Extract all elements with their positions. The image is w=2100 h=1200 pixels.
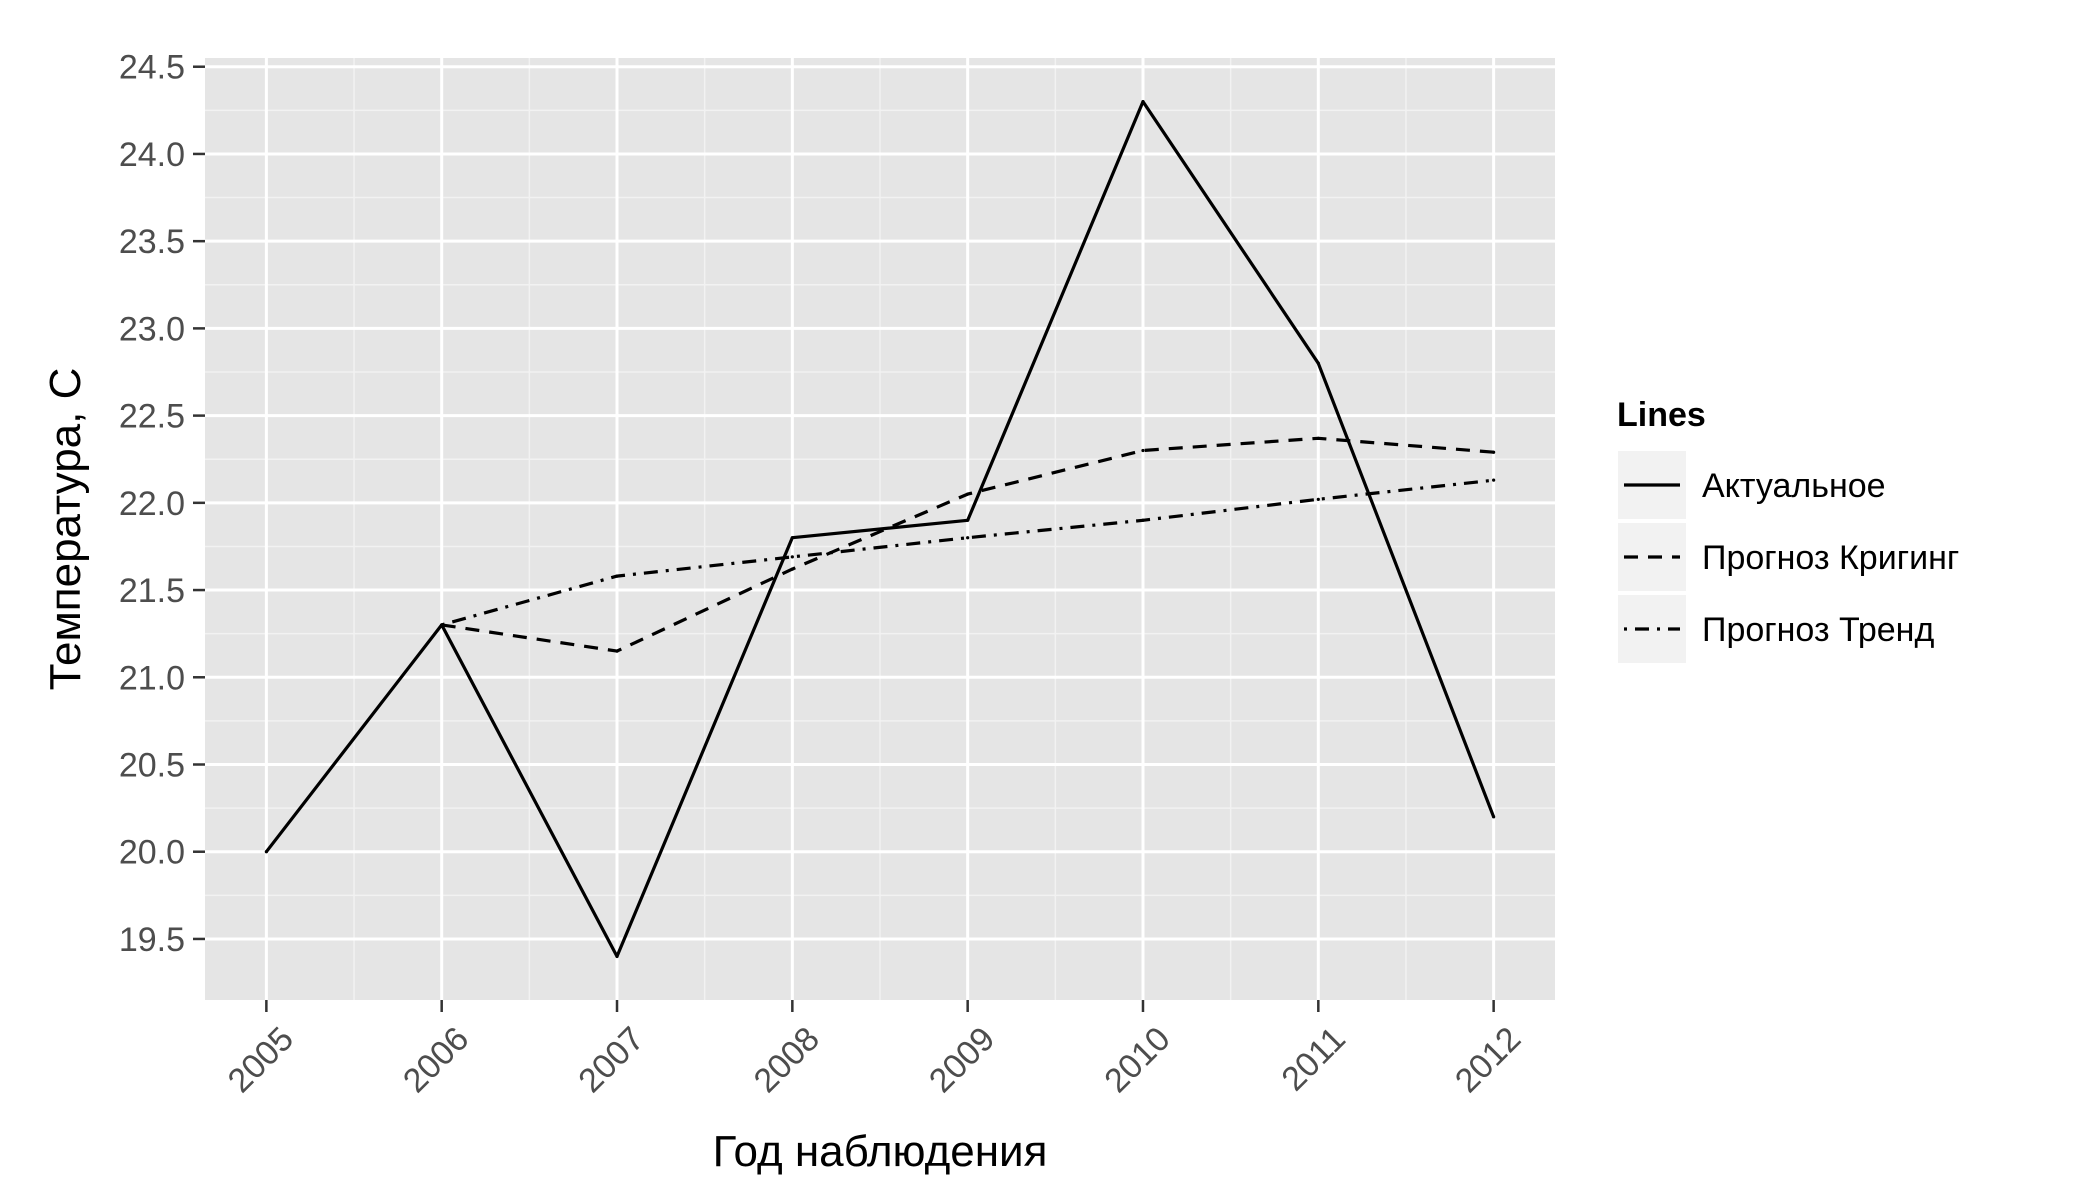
- legend-title: Lines: [1617, 396, 1706, 434]
- series-line-1: [265, 100, 1496, 958]
- y-tick-label: 22.0: [119, 485, 185, 523]
- minor-gridlines: [205, 58, 1555, 1000]
- y-tick-label: 21.0: [119, 659, 185, 697]
- legend-label-2: Прогноз Кригинг: [1702, 539, 1959, 577]
- series-2-point: [966, 492, 970, 496]
- y-tick-label: 20.5: [119, 747, 185, 785]
- series-2-point: [1141, 448, 1145, 453]
- series-1-point: [264, 850, 268, 854]
- series-2-point: [790, 567, 794, 571]
- y-tick-label: 24.0: [119, 136, 185, 174]
- x-tick-label: 2011: [1274, 1020, 1353, 1099]
- x-tick-label: 2006: [396, 1020, 476, 1100]
- x-tick-label: 2012: [1448, 1020, 1528, 1100]
- x-tick-label: 2010: [1097, 1020, 1177, 1100]
- series-lines: [264, 100, 1496, 958]
- x-axis-title: Год наблюдения: [713, 1127, 1048, 1176]
- y-tick-label: 21.5: [119, 572, 185, 610]
- y-tick-label: 20.0: [119, 834, 185, 872]
- y-tick-label: 24.5: [119, 49, 185, 87]
- x-tick-label: 2009: [922, 1020, 1002, 1100]
- series-1-point: [790, 536, 794, 540]
- series-3-point: [1316, 497, 1320, 501]
- legend-label-1: Актуальное: [1702, 467, 1886, 505]
- series-3-point: [1492, 478, 1496, 482]
- series-1-point: [966, 518, 970, 522]
- major-gridlines: [205, 58, 1555, 1000]
- x-tick-label: 2008: [747, 1020, 827, 1100]
- series-3-point: [790, 555, 794, 559]
- legend-label-3: Прогноз Тренд: [1702, 611, 1934, 649]
- series-3-point: [440, 623, 444, 627]
- series-2-point: [1492, 450, 1496, 454]
- y-tick-label: 22.5: [119, 398, 185, 436]
- y-tick-label: 23.5: [119, 223, 185, 261]
- x-axis: 2005 2006 2007 2008 2009 2010 2011 2012: [221, 1000, 1528, 1100]
- series-1-point: [1316, 361, 1320, 365]
- series-1-point: [615, 954, 619, 958]
- series-2-point: [615, 649, 619, 653]
- series-1-point: [1141, 100, 1145, 104]
- x-tick-label: 2005: [221, 1020, 301, 1100]
- x-tick-label: 2007: [571, 1020, 651, 1100]
- series-1-point: [1492, 815, 1496, 819]
- series-3-point: [966, 536, 970, 540]
- legend: Lines Актуальное Прогноз Кригинг Прогноз Т…: [1616, 396, 1959, 665]
- y-axis: 19.5 20.0 20.5 21.0 21.5 22.0 22.5 23.0 23.5 24.0…: [119, 49, 205, 959]
- series-2-point: [1316, 436, 1320, 440]
- series-3-point: [615, 574, 619, 578]
- y-tick-label: 19.5: [119, 921, 185, 959]
- series-3-point: [1141, 518, 1145, 522]
- y-axis-title: Температура, С: [41, 368, 90, 691]
- y-tick-label: 23.0: [119, 310, 185, 348]
